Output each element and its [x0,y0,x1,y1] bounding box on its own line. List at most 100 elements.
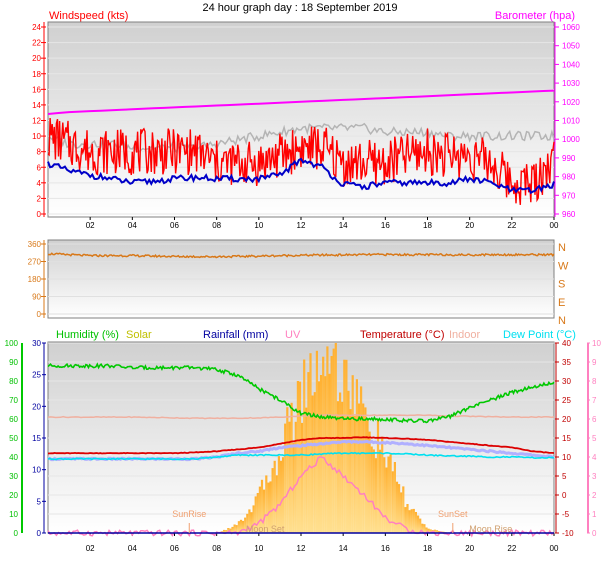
temperature-tick-label: 20 [562,415,571,424]
barometer-axis: 960 970 980 990 1000 1010 1020 1030 1040 1050 1060 [554,22,580,219]
solar-bar [400,492,403,533]
uv-tick-label: 7 [592,396,597,405]
rainfall-tick-label: 0 [37,529,42,538]
direction-tick-label: 360 [28,240,42,249]
rainfall-tick-label: 25 [32,371,41,380]
solar-bar [296,381,299,533]
humidity-tick-label: 100 [5,339,19,348]
rainfall-tick-label: 15 [32,434,41,443]
compass-label: N [558,315,566,327]
time-tick-label: 08 [212,221,221,230]
direction-series [47,252,555,259]
windspeed-tick-label: 20 [32,54,41,63]
plot-area [47,21,555,218]
barometer-tick-label: 960 [562,210,576,219]
legend-rainfall: Rainfall (mm) [203,329,268,341]
series-gust-line [47,122,555,154]
solar-bar [275,475,278,533]
temperature-tick-label: 35 [562,358,571,367]
rainfall-tick-label: 10 [32,466,41,475]
wind-series [47,89,555,205]
time-tick-label: 02 [86,544,95,553]
compass-label: S [558,279,565,291]
series-wind-average-line [47,157,555,195]
solar-bar [279,460,283,533]
solar-bar [311,395,314,533]
time-tick-label: 02 [86,221,95,230]
solar-bar [427,528,430,533]
humidity-tick-label: 20 [9,491,18,500]
barometer-tick-label: 1050 [562,42,580,51]
solar-bar [360,386,363,533]
windspeed-tick-label: 2 [37,194,42,203]
solar-bar [339,392,342,533]
series-humidity-line [47,362,555,424]
legend-temperature: Temperature (°C) [360,329,444,341]
solar-bar [267,482,270,533]
solar-bar [273,460,276,533]
uv-tick-label: 0 [592,529,597,538]
series-wind-direction-line [47,252,555,259]
time-tick-label: 14 [339,544,348,553]
windspeed-tick-label: 22 [32,39,41,48]
time-tick-label: 04 [128,221,137,230]
temperature-tick-label: -5 [562,510,570,519]
time-tick-label: 06 [170,221,179,230]
solar-bar [252,505,255,533]
uv-tick-label: 8 [592,377,597,386]
windspeed-tick-label: 18 [32,70,41,79]
humidity-tick-label: 70 [9,396,18,405]
series-barometer-line [47,89,555,115]
rainfall-tick-label: 30 [32,339,41,348]
uv-tick-label: 9 [592,358,597,367]
windspeed-tick-label: 6 [37,163,42,172]
solar-bar [288,421,291,533]
barometer-tick-label: 1030 [562,79,580,88]
solar-bar [330,356,333,533]
page-title: 24 hour graph day : 18 September 2019 [202,2,397,14]
solar-bar [423,524,426,533]
solar-bar [391,471,394,533]
solar-bar [404,507,407,533]
series-temperature-line [47,436,555,455]
time-tick-label: 14 [339,221,348,230]
direction-tick-label: 180 [28,275,42,284]
uv-tick-label: 10 [592,339,601,348]
time-axis: 02 04 06 08 10 12 14 16 18 20 22 00 [86,217,559,230]
temperature-tick-label: 40 [562,339,571,348]
solar-bar [290,402,293,533]
solar-bar [324,376,327,533]
solar-bar [351,375,354,533]
barometer-tick-label: 1010 [562,117,580,126]
solar-bar [393,462,396,533]
time-tick-label: 04 [128,544,137,553]
humidity-tick-label: 10 [9,510,18,519]
time-tick-label: 18 [423,221,432,230]
solar-bar [372,449,375,533]
time-tick-label: 12 [297,221,306,230]
solar-bar [364,407,367,533]
solar-bar [231,526,234,533]
solar-bar [425,527,428,533]
legend-indoor: Indoor [449,329,481,341]
solar-bar [244,517,247,533]
solar-bar [301,422,304,533]
uv-tick-label: 2 [592,491,597,500]
barometer-tick-label: 980 [562,173,576,182]
solar-bar [242,520,245,533]
windspeed-tick-label: 16 [32,85,41,94]
time-tick-label: 22 [507,544,516,553]
solar-bar [406,504,409,533]
humidity-tick-label: 80 [9,377,18,386]
solar-bar [368,431,371,533]
uv-tick-label: 4 [592,453,597,462]
uv-axis: 0 1 2 3 4 5 6 7 8 9 10 [587,339,601,538]
windspeed-tick-label: 0 [37,210,42,219]
solar-bar [376,419,380,533]
solar-bar [263,489,266,533]
solar-bar [357,403,361,533]
solar-bar [254,496,257,533]
series-feels-like-line [47,439,555,462]
